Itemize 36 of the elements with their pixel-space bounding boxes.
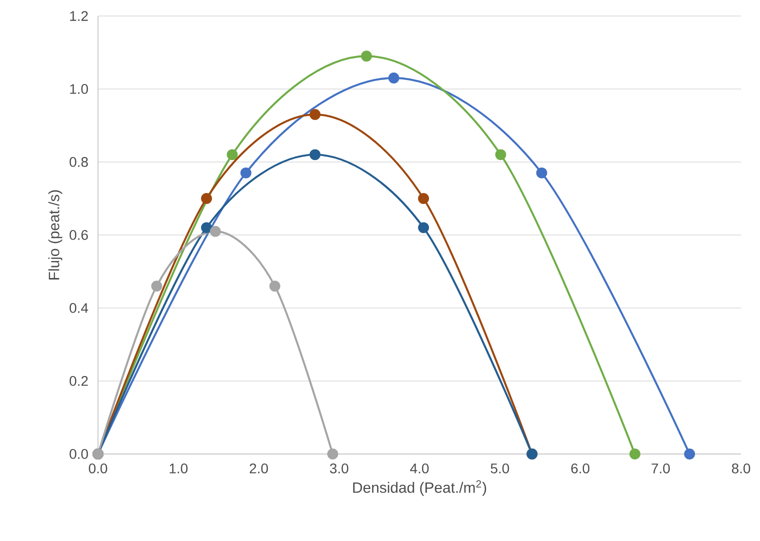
point (201, 222, 212, 234)
point (418, 193, 430, 204)
x-tick-label: 1.0 (170, 463, 188, 474)
x-axis-title: Densidad (Peat./m$^{2}$) (353, 480, 486, 496)
x-tick-label: 6.0 (571, 463, 590, 474)
point (201, 193, 212, 204)
y-tick-label: 0.8 (70, 157, 88, 167)
x-tick-label: 4.0 (410, 463, 429, 474)
point (151, 280, 162, 292)
point (495, 149, 506, 160)
y-tick-label: 0.6 (70, 230, 88, 240)
point (310, 109, 321, 120)
point (327, 448, 338, 460)
point (536, 167, 548, 178)
x-tick-label: 2.0 (250, 463, 268, 474)
point (418, 222, 430, 234)
y-axis-title: Flujo (peat./s) (48, 190, 62, 280)
y-tick-label: 0.4 (70, 303, 88, 313)
x-tick-label: 0.0 (88, 463, 108, 474)
point (226, 149, 238, 160)
x-tick-label: 8.0 (732, 463, 750, 474)
point (684, 448, 696, 460)
point (240, 167, 252, 178)
point (269, 280, 280, 292)
y-tick-label: 0.2 (70, 376, 88, 386)
y-tick-label: 1.2 (70, 11, 88, 21)
point (629, 448, 640, 460)
y-tick-label: 1.0 (70, 84, 88, 94)
point (210, 226, 221, 237)
y-tick-label: 0.0 (70, 449, 88, 459)
x-tick-label: 5.0 (490, 463, 510, 474)
x-tick-label: 7.0 (652, 463, 670, 474)
point (310, 149, 321, 160)
x-tick-label: 3.0 (330, 463, 348, 474)
point (388, 72, 400, 84)
point (360, 50, 372, 62)
